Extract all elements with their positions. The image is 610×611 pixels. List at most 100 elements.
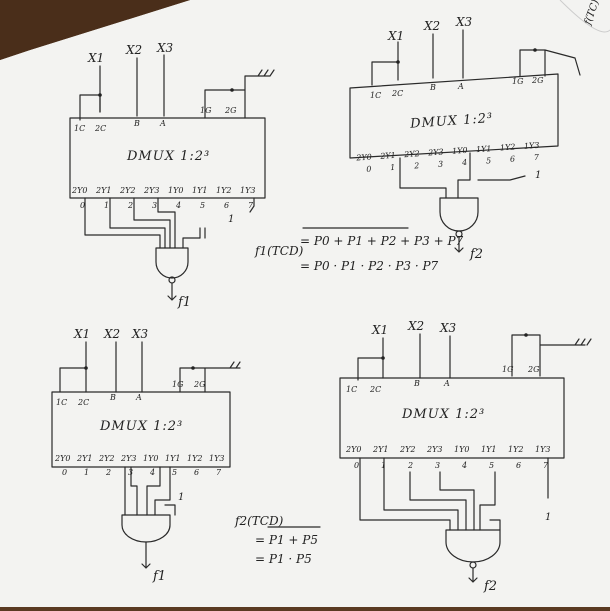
pin-2y2: 2Y2 [403,149,420,159]
pin-1y1: 1Y1 [192,186,207,195]
pin-2c: 2C [391,89,403,98]
output-pins: 2Y0 2Y1 2Y2 2Y3 1Y0 1Y1 1Y2 1Y3 [345,445,550,454]
equation-lhs: f1(TCD) [254,244,304,258]
input-x2: X2 [125,43,142,57]
dmux-title: DMUX 1:2³ [409,111,494,132]
dmux-box [339,377,565,459]
pin-2y2: 2Y2 [119,186,135,195]
pin-2y3: 2Y3 [120,454,136,463]
output-pins: 2Y0 2Y1 2Y2 2Y3 1Y0 1Y1 1Y2 1Y3 [355,141,540,163]
pin-a: A [457,82,464,91]
equation-f1: f1(TCD) = P0 + P1 + P2 + P3 + P7 = P0 · … [254,227,464,273]
output-f1: f1 [177,295,191,310]
pin-1y0: 1Y0 [452,146,468,156]
pin-2y0: 2Y0 [54,454,70,463]
out-num-2: 2 [105,468,111,477]
pin-1y3: 1Y3 [535,445,550,454]
input-x3: X3 [455,15,473,29]
pin-1y2: 1Y2 [508,445,523,454]
pin-2c: 2C [77,398,89,407]
output-numbers: 0 1 2 3 4 5 6 7 [366,153,540,174]
equation-line1: = P0 + P1 + P2 + P3 + P7 [300,234,464,248]
pin-2y0: 2Y0 [71,186,87,195]
pin-1g: 1G [502,365,514,374]
input-x1: X1 [73,327,90,341]
output-numbers: 0 1 2 3 4 5 6 7 [80,201,254,210]
pin-1y3: 1Y3 [209,454,224,463]
pin-2c: 2C [369,385,381,394]
pin-b: B [413,379,420,388]
output-f1: f1 [152,569,166,584]
out-num-0: 0 [62,468,67,477]
input-x3: X3 [439,321,457,335]
pin-2c: 2C [94,124,106,133]
pin-1y1: 1Y1 [476,144,492,154]
input-x1: X1 [387,29,404,43]
out-num-0: 0 [354,461,359,470]
pin-b: B [133,119,140,128]
out-num-3: 3 [152,201,157,210]
output-f2: f2 [469,247,483,262]
out-num-4: 4 [175,201,181,210]
pin-2y3: 2Y3 [427,147,444,157]
dmux-title: DMUX 1:2³ [99,419,183,434]
pin-1y3: 1Y3 [524,141,540,151]
pin-1y0: 1Y0 [168,186,183,195]
pin-2y0: 2Y0 [355,152,372,162]
pin-1y1: 1Y1 [481,445,496,454]
out-num-3: 3 [438,159,444,168]
out-num-6: 6 [224,201,229,210]
pin-2g: 2G [193,380,206,389]
pin-1c: 1C [56,398,67,407]
equation-lhs: f2(TCD) [234,514,284,528]
out-num-7: 7 [534,153,541,162]
input-x2: X2 [407,319,424,333]
pin-b: B [429,83,436,92]
pin-b: B [109,393,116,402]
gate-input-label: 1 [545,512,551,523]
pin-1c: 1C [370,91,381,100]
out-num-5: 5 [486,156,492,165]
equation-f2: f2(TCD) = P1 + P5 = P1 · P5 [234,514,321,566]
gate-input-label: 1 [178,492,184,503]
out-num-4: 4 [461,461,467,470]
circuit-bottom-left: X1 X2 X3 1C 2C B A 1G 2G DMUX 1:2³ 2Y0 2… [51,327,241,584]
pin-2y1: 2Y1 [95,186,111,195]
out-num-6: 6 [510,154,516,163]
out-num-4: 4 [461,158,468,167]
dmux-box [51,391,231,468]
pin-2g: 2G [224,106,237,115]
input-x2: X2 [423,19,440,33]
out-num-6: 6 [194,468,199,477]
output-f2: f2 [483,579,497,594]
pin-1g: 1G [512,77,524,86]
pin-2y2: 2Y2 [399,445,415,454]
pin-2y3: 2Y3 [143,186,159,195]
out-num-1: 1 [390,163,396,172]
pin-2y3: 2Y3 [426,445,442,454]
out-num-5: 5 [200,201,205,210]
out-num-0: 0 [366,165,372,174]
pin-1g: 1G [172,380,184,389]
and-gate [121,514,171,543]
dmux-box [349,73,559,159]
equation-line1: = P1 + P5 [255,533,318,547]
pin-a: A [443,379,450,388]
out-num-2: 2 [413,161,420,170]
nand-gate [445,529,501,563]
out-num-5: 5 [172,468,177,477]
out-num-7: 7 [248,201,254,210]
out-num-6: 6 [516,461,521,470]
out-num-7: 7 [216,468,222,477]
pin-2y1: 2Y1 [76,454,92,463]
circuit-top-left: X1 X2 X3 1C 2C B A 1G 2G DMUX 1:2³ 2Y0 2… [69,41,275,310]
input-x1: X1 [87,51,104,65]
out-num-5: 5 [489,461,494,470]
input-x2: X2 [103,327,120,341]
input-x1: X1 [371,323,388,337]
pin-1y0: 1Y0 [143,454,158,463]
pin-2y1: 2Y1 [379,151,396,161]
